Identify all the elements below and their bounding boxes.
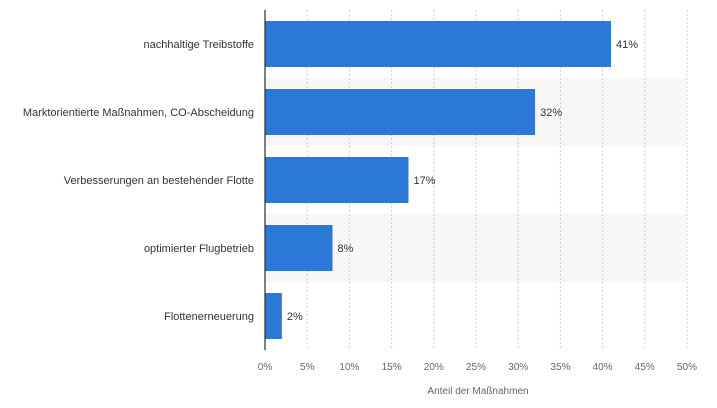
- category-label: optimierter Flugbetrieb: [144, 243, 254, 255]
- bar[interactable]: [265, 293, 282, 339]
- x-tick-label: 20%: [424, 362, 444, 373]
- bar[interactable]: [265, 225, 333, 271]
- x-tick-label: 5%: [300, 362, 315, 373]
- x-tick-label: 25%: [466, 362, 486, 373]
- bar[interactable]: [265, 21, 612, 67]
- data-label: 17%: [413, 175, 435, 187]
- x-tick-label: 35%: [550, 362, 570, 373]
- x-tick-label: 50%: [677, 362, 697, 373]
- data-label: 32%: [540, 107, 562, 119]
- bar[interactable]: [265, 89, 536, 135]
- category-label: nachhaltige Treibstoffe: [144, 39, 254, 51]
- category-label: Verbesserungen an bestehender Flotte: [64, 175, 254, 187]
- data-label: 8%: [338, 243, 354, 255]
- x-tick-label: 10%: [339, 362, 359, 373]
- x-tick-label: 45%: [635, 362, 655, 373]
- category-label: Flottenerneuerung: [164, 311, 254, 323]
- x-tick-label: 15%: [382, 362, 402, 373]
- bar[interactable]: [265, 157, 409, 203]
- x-tick-label: 40%: [593, 362, 613, 373]
- x-tick-label: 30%: [508, 362, 528, 373]
- data-label: 2%: [287, 311, 303, 323]
- x-axis-title: Anteil der Maßnahmen: [427, 386, 528, 397]
- data-label: 41%: [616, 39, 638, 51]
- x-tick-label: 0%: [258, 362, 273, 373]
- category-label: Marktorientierte Maßnahmen, CO-Abscheidu…: [23, 107, 254, 119]
